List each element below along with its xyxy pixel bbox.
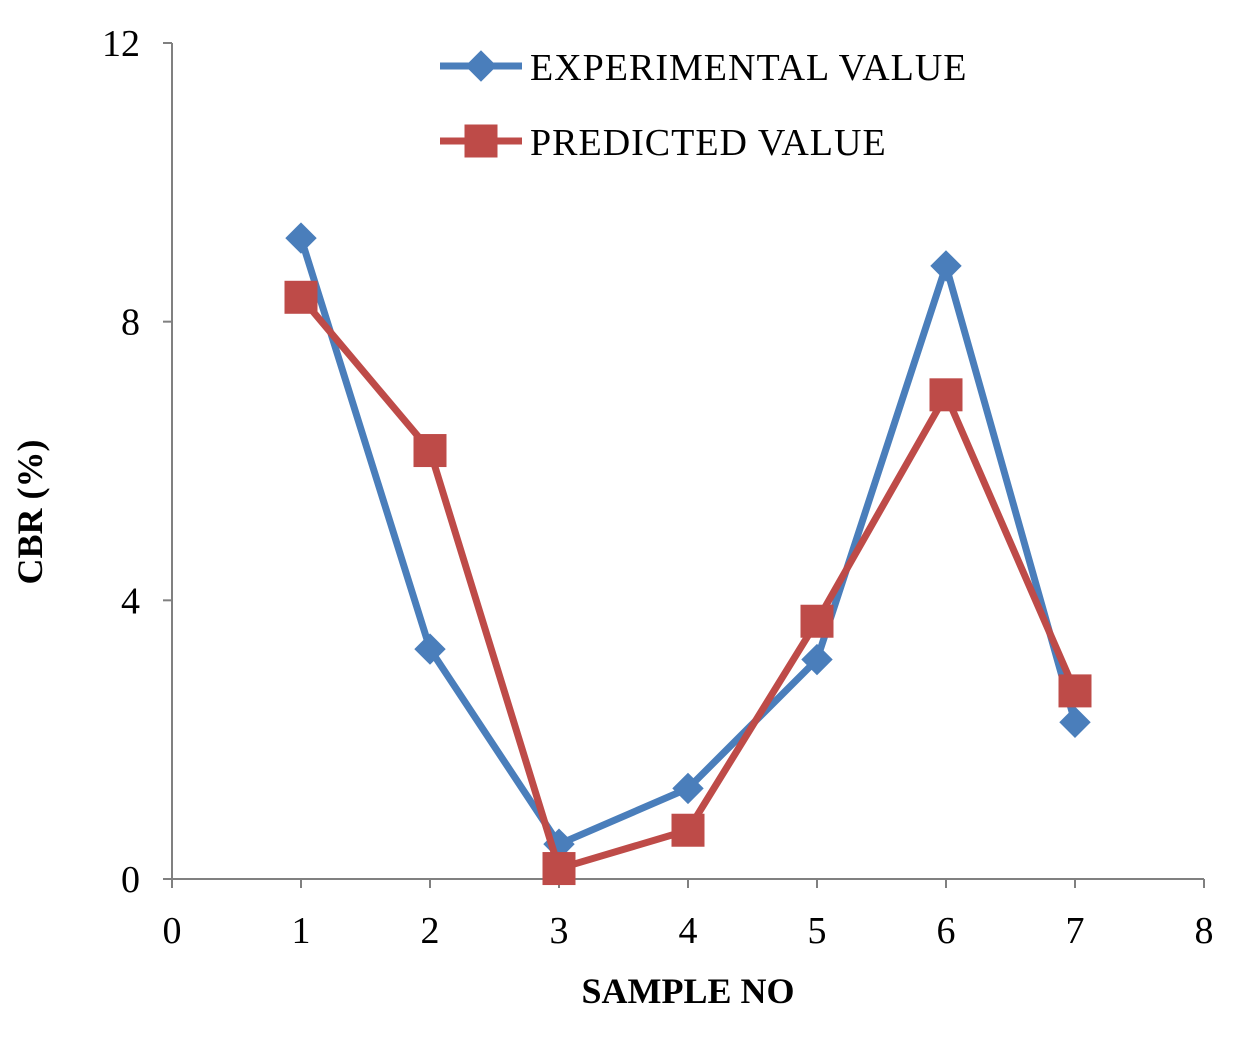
data-point	[800, 604, 834, 638]
y-tick-label: 12	[102, 23, 140, 65]
x-tick-label: 8	[1195, 910, 1214, 952]
series-line	[297, 237, 1079, 848]
legend-entry: EXPERIMENTAL VALUE	[440, 47, 968, 89]
legend-label: EXPERIMENTAL VALUE	[530, 47, 968, 89]
x-axis-ticks: 0 1 2 3 4 5 6 7 8	[163, 879, 1214, 952]
y-tick-label: 0	[121, 859, 140, 901]
y-tick-label: 4	[121, 580, 140, 622]
legend-label: PREDICTED VALUE	[530, 122, 887, 164]
data-point	[801, 643, 833, 676]
x-tick-label: 5	[808, 910, 827, 952]
x-tick-label: 4	[679, 910, 698, 952]
x-tick-label: 6	[937, 910, 956, 952]
data-point	[542, 852, 576, 886]
data-point	[929, 378, 963, 412]
data-point	[414, 633, 446, 665]
x-axis-title: SAMPLE NO	[581, 971, 794, 1011]
legend: EXPERIMENTAL VALUE PREDICTED VALUE	[440, 47, 968, 164]
axes	[171, 43, 1204, 880]
data-point	[285, 222, 317, 254]
y-axis-title: CBR (%)	[10, 440, 50, 585]
x-tick-label: 0	[163, 910, 182, 952]
x-tick-label: 1	[292, 910, 311, 952]
data-point	[672, 772, 704, 805]
data-point	[1059, 706, 1091, 738]
legend-marker	[464, 124, 498, 158]
series-experimental	[285, 222, 1091, 860]
series-layer	[284, 222, 1092, 886]
y-tick-label: 8	[121, 302, 140, 344]
legend-marker	[465, 50, 497, 82]
data-point	[413, 434, 447, 468]
x-tick-label: 3	[550, 910, 569, 952]
data-point	[671, 813, 705, 847]
legend-entry: PREDICTED VALUE	[440, 122, 887, 164]
data-point	[930, 250, 962, 282]
x-tick-label: 2	[421, 910, 440, 952]
y-axis-ticks: 0 4 8 12	[102, 23, 172, 901]
x-tick-label: 7	[1066, 910, 1085, 952]
series-predicted	[284, 280, 1092, 886]
data-point	[1058, 674, 1092, 708]
data-point	[284, 280, 318, 314]
